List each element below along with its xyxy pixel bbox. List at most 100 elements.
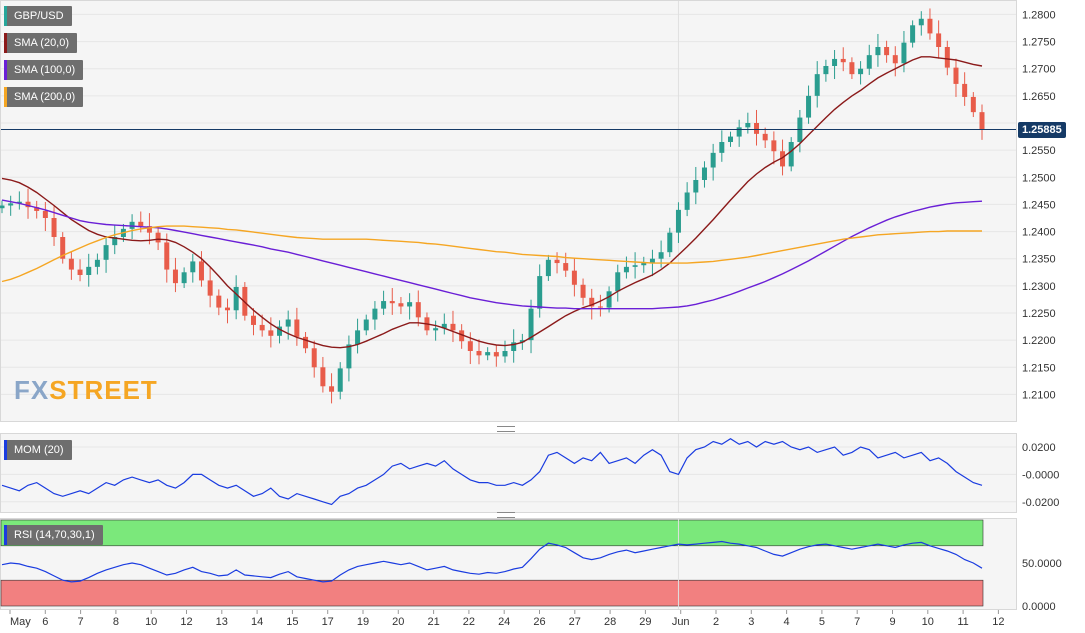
fxstreet-logo: FXSTREET	[14, 375, 158, 406]
candle-body	[502, 351, 508, 357]
x-axis-tick: 20	[392, 616, 404, 628]
candle-body	[8, 203, 14, 206]
legend-sma200[interactable]: SMA (200,0)	[4, 87, 84, 107]
price-axis-tick: 1.2800	[1022, 9, 1056, 21]
candle-body	[259, 324, 265, 331]
x-axis-tick: 9	[889, 616, 895, 628]
candle-body	[944, 47, 950, 68]
candle-body	[832, 58, 838, 66]
mom-line	[1, 437, 983, 506]
x-axis-tick: 27	[569, 616, 581, 628]
candle-body	[311, 348, 317, 368]
candle-body	[806, 95, 812, 118]
candle-body	[112, 237, 118, 246]
x-axis-tick: 3	[748, 616, 754, 628]
candle-body	[372, 308, 378, 320]
price-axis-tick: 1.2550	[1022, 145, 1056, 157]
legend-sma100-swatch	[4, 60, 7, 80]
x-axis-tick: Jun	[672, 616, 690, 628]
candle-body	[675, 209, 681, 233]
candle-body	[840, 58, 846, 63]
x-axis-tick: 28	[604, 616, 616, 628]
candle-body	[164, 242, 170, 270]
candle-body	[103, 245, 109, 260]
candle-body	[632, 265, 638, 267]
legend-sma20[interactable]: SMA (20,0)	[4, 33, 78, 53]
candle-body	[918, 18, 924, 26]
candle-body	[623, 266, 629, 273]
candle-body	[962, 83, 968, 97]
candle-body	[146, 226, 152, 233]
candle-body	[545, 259, 551, 277]
legend-rsi-label: RSI (14,70,30,1)	[14, 529, 95, 541]
mom-axis-tick: -0.0200	[1022, 497, 1059, 509]
candle-body	[268, 330, 274, 336]
candle-body	[407, 302, 413, 307]
candle-body	[493, 352, 499, 357]
candle-body	[537, 276, 543, 309]
legend-sma100[interactable]: SMA (100,0)	[4, 60, 84, 80]
pane-resize-handle-1[interactable]	[497, 426, 515, 432]
x-axis-tick: 5	[819, 616, 825, 628]
candle-body	[320, 367, 326, 387]
x-axis-tick: 24	[498, 616, 510, 628]
candle-body	[615, 272, 621, 292]
candle-body	[337, 368, 343, 392]
candle-body	[710, 152, 716, 168]
candle-body	[138, 221, 144, 227]
candle-body	[736, 127, 742, 137]
sma200-line	[1, 225, 982, 283]
price-axis-tick: 1.2400	[1022, 227, 1056, 239]
rsi-oversold-band	[0, 579, 984, 607]
candle-body	[892, 55, 898, 64]
candle-body	[884, 47, 890, 56]
candle-body	[823, 66, 829, 75]
rsi-axis-tick: 0.0000	[1022, 601, 1056, 613]
legend-rsi[interactable]: RSI (14,70,30,1)	[4, 525, 103, 545]
x-axis-tick: 2	[713, 616, 719, 628]
candle-body	[355, 330, 361, 345]
candle-body	[814, 74, 820, 96]
x-axis-tick: 7	[854, 616, 860, 628]
candle-body	[597, 306, 603, 308]
candle-body	[511, 342, 517, 351]
x-axis-tick: 15	[286, 616, 298, 628]
candle-body	[927, 18, 933, 34]
current-price-tag: 1.25885	[1018, 122, 1066, 138]
legend-mom[interactable]: MOM (20)	[4, 440, 72, 460]
candle-body	[849, 62, 855, 75]
candle-body	[389, 301, 395, 304]
mom-axis-tick: 0.0200	[1022, 442, 1056, 454]
legend-mom-label: MOM (20)	[14, 444, 64, 456]
candle-body	[476, 351, 482, 356]
candle-body	[60, 237, 66, 259]
candle-body	[788, 142, 794, 167]
candle-body	[979, 112, 985, 130]
candle-body	[649, 258, 655, 264]
logo-fx: FX	[14, 375, 50, 405]
candle-body	[528, 308, 534, 341]
candle-body	[727, 136, 733, 142]
candle-body	[233, 286, 239, 311]
legend-sma20-label: SMA (20,0)	[14, 37, 70, 49]
candle-body	[16, 201, 22, 204]
candle-body	[329, 386, 335, 392]
candle-body	[0, 205, 5, 209]
price-pane	[0, 0, 1017, 422]
x-axis-tick: 10	[145, 616, 157, 628]
legend-gbpusd[interactable]: GBP/USD	[4, 6, 72, 26]
candle-body	[571, 270, 577, 285]
x-axis-tick: 19	[357, 616, 369, 628]
candle-body	[771, 140, 777, 152]
candle-body	[901, 42, 907, 64]
logo-street: STREET	[49, 375, 158, 405]
candle-body	[34, 207, 40, 211]
candle-body	[554, 259, 560, 264]
x-axis-tick: 7	[78, 616, 84, 628]
candle-body	[858, 68, 864, 75]
candle-body	[866, 55, 872, 69]
price-axis-tick: 1.2100	[1022, 389, 1056, 401]
x-axis-tick: 22	[463, 616, 475, 628]
pane-resize-handle-2[interactable]	[497, 512, 515, 518]
